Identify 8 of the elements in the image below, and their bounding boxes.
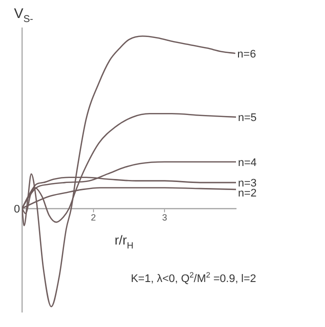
series-label: n=2 (238, 188, 257, 200)
x-tick-label: 2 (90, 212, 96, 222)
series-label: n=4 (238, 156, 257, 169)
series-label: n=6 (237, 48, 256, 60)
x-tick-label: 3 (162, 212, 168, 222)
series-label: n=3 (238, 178, 257, 190)
series-label: n=5 (238, 112, 257, 124)
annotation: 0 (14, 203, 20, 216)
